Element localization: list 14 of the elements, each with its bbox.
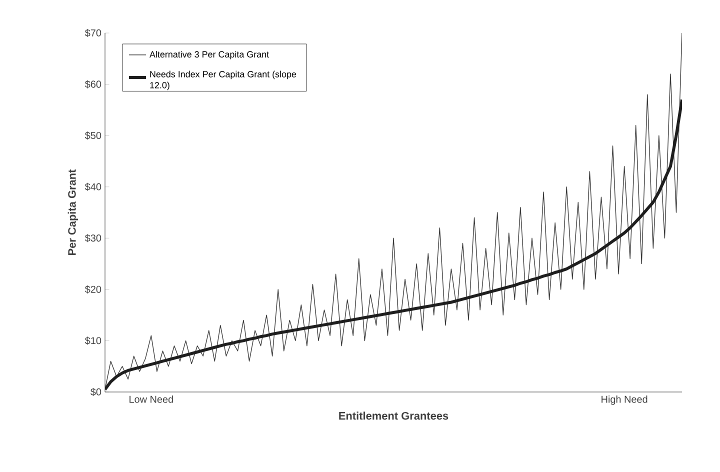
legend-label: Needs Index Per Capita Grant (slope 12.0) bbox=[150, 70, 296, 90]
y-tick-label: $50 bbox=[84, 132, 102, 140]
y-tick-label: $20 bbox=[84, 285, 102, 294]
y-axis-title: Per Capita Grant bbox=[68, 169, 78, 256]
y-tick-label: $60 bbox=[84, 80, 102, 88]
y-tick-label: $0 bbox=[90, 388, 102, 396]
x-tick-label: High Need bbox=[602, 396, 648, 405]
x-tick-label: Low Need bbox=[130, 396, 173, 403]
y-tick-label: $40 bbox=[84, 182, 102, 191]
legend-label: Alternative 3 Per Capita Grant bbox=[149, 50, 270, 60]
y-tick-label: $30 bbox=[84, 234, 102, 242]
x-axis-title: Entitlement Grantees bbox=[339, 412, 448, 420]
y-tick-label: $70 bbox=[84, 28, 102, 38]
y-tick-label: $10 bbox=[84, 336, 102, 345]
